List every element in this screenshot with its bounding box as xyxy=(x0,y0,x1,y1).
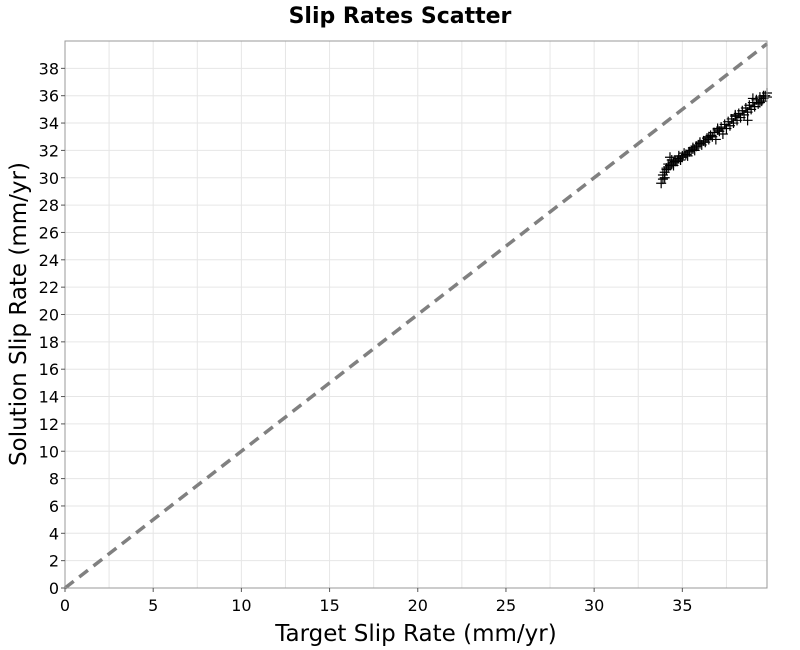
x-tick-label: 5 xyxy=(148,596,158,615)
data-point xyxy=(739,109,750,120)
data-point xyxy=(675,154,686,165)
y-tick-label: 18 xyxy=(39,333,59,352)
data-point xyxy=(712,123,723,134)
y-tick-label: 8 xyxy=(49,470,59,489)
data-point xyxy=(687,142,698,153)
x-tick-label: 25 xyxy=(496,596,516,615)
y-axis-label: Solution Slip Rate (mm/yr) xyxy=(6,162,32,466)
x-tick-label: 35 xyxy=(672,596,692,615)
y-tick-label: 24 xyxy=(39,251,59,270)
data-point xyxy=(668,160,679,171)
data-point xyxy=(673,150,684,161)
data-point xyxy=(746,104,757,115)
data-point xyxy=(703,131,714,142)
data-points xyxy=(656,87,772,189)
y-tick-label: 26 xyxy=(39,223,59,242)
x-tick-label: 10 xyxy=(231,596,251,615)
data-point xyxy=(694,137,705,148)
data-point xyxy=(732,115,743,126)
x-axis-label: Target Slip Rate (mm/yr) xyxy=(274,621,556,647)
y-tick-label: 20 xyxy=(39,306,59,325)
y-tick-label: 30 xyxy=(39,169,59,188)
data-point xyxy=(724,120,735,131)
data-point xyxy=(663,159,674,170)
y-tick-label: 6 xyxy=(49,497,59,516)
y-tick-label: 38 xyxy=(39,59,59,78)
data-point xyxy=(753,98,764,109)
x-tick-label: 20 xyxy=(408,596,428,615)
data-point xyxy=(742,115,753,126)
chart-title: Slip Rates Scatter xyxy=(289,4,512,29)
y-tick-label: 12 xyxy=(39,415,59,434)
y-tick-label: 14 xyxy=(39,388,59,407)
x-tick-label: 0 xyxy=(60,596,70,615)
y-tick-label: 28 xyxy=(39,196,59,215)
grid-lines xyxy=(64,40,767,589)
x-tick-label: 15 xyxy=(319,596,339,615)
data-point xyxy=(747,93,758,104)
data-point xyxy=(661,163,672,174)
y-tick-label: 2 xyxy=(49,552,59,571)
y-tick-label: 16 xyxy=(39,360,59,379)
x-axis-ticks: 0 5 10 15 20 25 30 35 xyxy=(60,588,693,615)
y-tick-label: 36 xyxy=(39,87,59,106)
data-point xyxy=(717,128,728,139)
y-tick-label: 22 xyxy=(39,278,59,297)
identity-line xyxy=(63,42,769,590)
y-tick-label: 4 xyxy=(49,524,59,543)
data-point xyxy=(656,178,667,189)
y-tick-label: 10 xyxy=(39,442,59,461)
identity-line-group xyxy=(63,42,769,590)
x-tick-label: 30 xyxy=(584,596,604,615)
y-tick-label: 32 xyxy=(39,141,59,160)
data-point xyxy=(754,97,765,108)
y-tick-label: 0 xyxy=(49,579,59,598)
data-point xyxy=(730,109,741,120)
y-tick-label: 34 xyxy=(39,114,59,133)
